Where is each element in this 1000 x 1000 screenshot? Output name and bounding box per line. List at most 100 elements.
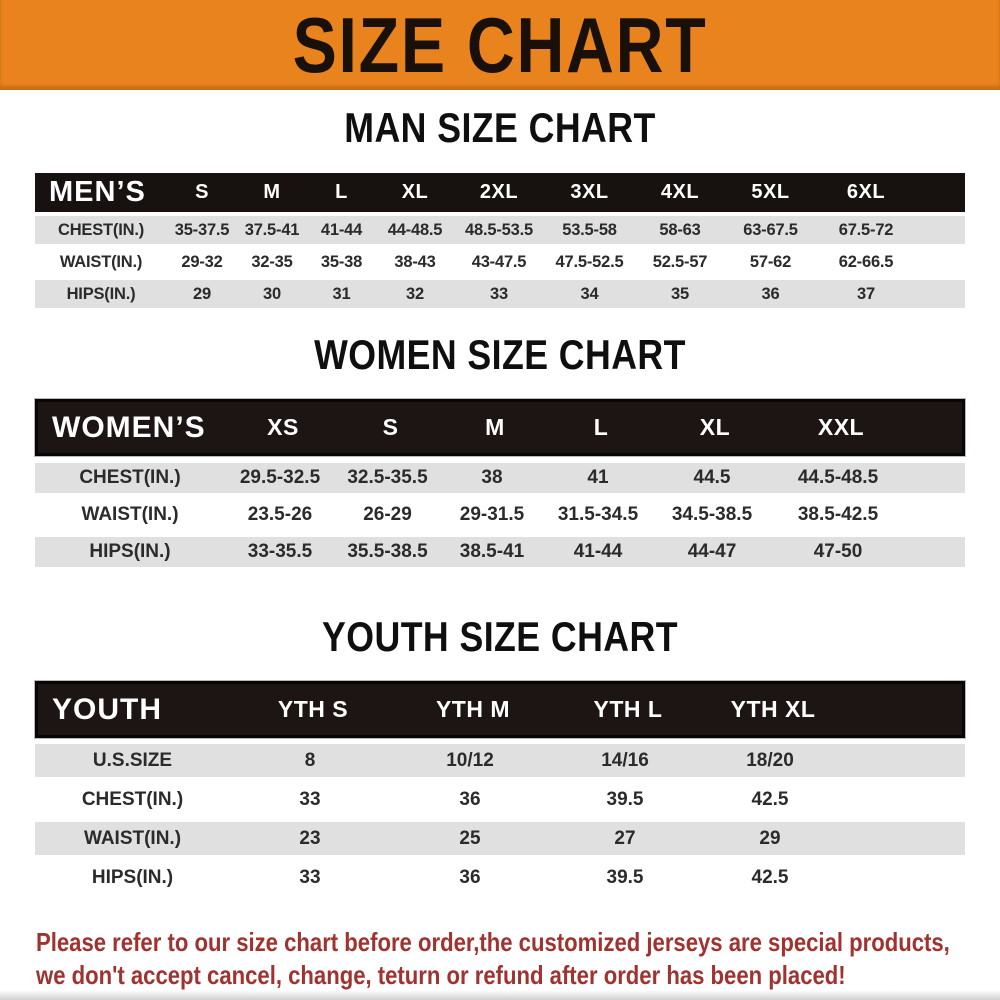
size-column-header: XS [267,414,299,440]
value-cell: 23.5-26 [247,504,313,525]
row-label: CHEST(IN.) [79,467,181,488]
value-cell: 33 [299,866,321,888]
value-cell: 36 [459,866,481,888]
youth-chest-row: CHEST(IN.) 33 36 39.5 42.5 [35,783,965,816]
women-header-label: WOMEN’S [52,410,206,444]
value-cell: 32-35 [251,252,293,271]
youth-ussize-row: U.S.SIZE 8 10/12 14/16 18/20 [35,744,965,777]
value-cell: 32 [406,284,424,303]
men-hips-row: HIPS(IN.) 29 30 31 32 33 34 35 36 37 [35,280,965,308]
men-table-header-row: MEN’S S M L XL 2XL 3XL 4XL 5XL 6XL [35,173,965,212]
disclaimer-line-2: we don't accept cancel, change, teturn o… [36,960,846,990]
size-column-header: YTH L [593,696,663,722]
value-cell: 44.5-48.5 [797,467,879,488]
men-size-table: MEN’S S M L XL 2XL 3XL 4XL 5XL 6XL CHEST… [35,173,965,308]
value-cell: 53.5-58 [562,220,617,239]
value-cell: 42.5 [751,788,789,810]
youth-hips-row: HIPS(IN.) 33 36 39.5 42.5 [35,861,965,894]
value-cell: 29 [193,284,211,303]
value-cell: 33-35.5 [247,541,313,562]
size-column-header: M [263,181,281,203]
youth-table-header-row: YOUTH YTH S YTH M YTH L YTH XL [35,681,965,738]
value-cell: 31 [332,284,351,303]
size-column-header: 3XL [570,181,609,203]
value-cell: 29 [759,827,781,849]
value-cell: 36 [459,788,481,810]
women-size-table: WOMEN’S XS S M L XL XXL CHEST(IN.) 29.5-… [35,399,965,567]
men-chest-row: CHEST(IN.) 35-37.5 37.5-41 41-44 44-48.5… [35,216,965,244]
women-waist-row: WAIST(IN.) 23.5-26 26-29 29-31.5 31.5-34… [35,500,965,530]
size-column-header: 6XL [846,181,886,203]
value-cell: 52.5-57 [652,252,708,271]
value-cell: 36 [761,284,780,303]
value-cell: 10/12 [446,749,494,771]
value-cell: 30 [263,284,281,303]
value-cell: 35-38 [320,252,363,271]
value-cell: 39.5 [606,788,644,810]
men-waist-row: WAIST(IN.) 29-32 32-35 35-38 38-43 43-47… [35,248,965,276]
value-cell: 25 [459,827,481,849]
value-cell: 33 [490,284,508,303]
row-label: U.S.SIZE [92,749,173,771]
value-cell: 41 [587,467,609,488]
value-cell: 35.5-38.5 [347,541,428,562]
youth-section-title: YOUTH SIZE CHART [322,613,678,660]
value-cell: 32.5-35.5 [347,467,428,488]
value-cell: 14/16 [601,749,649,771]
women-chest-row: CHEST(IN.) 29.5-32.5 32.5-35.5 38 41 44.… [35,463,965,493]
size-column-header: XL [699,414,731,440]
men-header-label: MEN’S [49,176,146,208]
value-cell: 31.5-34.5 [557,504,639,525]
value-cell: 62-66.5 [838,252,894,271]
value-cell: 33 [299,788,321,810]
size-column-header: 4XL [660,181,700,203]
value-cell: 67.5-72 [838,220,894,239]
value-cell: 47-50 [813,541,863,562]
row-label: WAIST(IN.) [59,252,143,271]
size-column-header: YTH M [435,696,511,722]
size-column-header: 5XL [751,181,790,203]
size-column-header: YTH XL [730,696,816,722]
youth-size-table: YOUTH YTH S YTH M YTH L YTH XL U.S.SIZE … [35,681,965,894]
value-cell: 34 [580,284,599,303]
row-label: HIPS(IN.) [89,541,171,562]
value-cell: 29-32 [181,252,223,271]
value-cell: 38.5-41 [459,541,525,562]
row-label: HIPS(IN.) [66,284,136,303]
size-column-header: L [593,414,609,440]
value-cell: 41-44 [320,220,363,239]
value-cell: 8 [304,749,316,771]
bottom-shadow [0,990,1000,1000]
disclaimer-line-1: Please refer to our size chart before or… [36,927,950,957]
value-cell: 47.5-52.5 [555,252,624,271]
value-cell: 35 [671,284,689,303]
value-cell: 34.5-38.5 [671,504,753,525]
value-cell: 29.5-32.5 [239,467,321,488]
row-label: HIPS(IN.) [91,866,174,888]
value-cell: 44-47 [687,541,737,562]
size-column-header: L [335,181,348,203]
value-cell: 37 [857,284,875,303]
value-cell: 18/20 [746,749,794,771]
value-cell: 41-44 [573,541,623,562]
value-cell: 27 [614,827,636,849]
size-column-header: S [382,414,399,440]
women-table-header-row: WOMEN’S XS S M L XL XXL [35,399,965,456]
value-cell: 26-29 [363,504,412,525]
youth-header-label: YOUTH [52,692,162,726]
women-section-title: WOMEN SIZE CHART [314,331,686,378]
banner: SIZE CHART [0,0,1000,90]
size-column-header: S [195,181,209,203]
value-cell: 57-62 [749,252,792,271]
row-label: CHEST(IN.) [81,788,184,810]
size-column-header: M [485,414,505,440]
banner-title: SIZE CHART [292,1,708,89]
value-cell: 35-37.5 [174,220,230,239]
value-cell: 44.5 [693,467,731,488]
men-section-title: MAN SIZE CHART [344,104,656,151]
value-cell: 39.5 [606,866,644,888]
value-cell: 23 [299,827,321,849]
value-cell: 37.5-41 [244,220,300,239]
row-label: WAIST(IN.) [83,827,182,849]
